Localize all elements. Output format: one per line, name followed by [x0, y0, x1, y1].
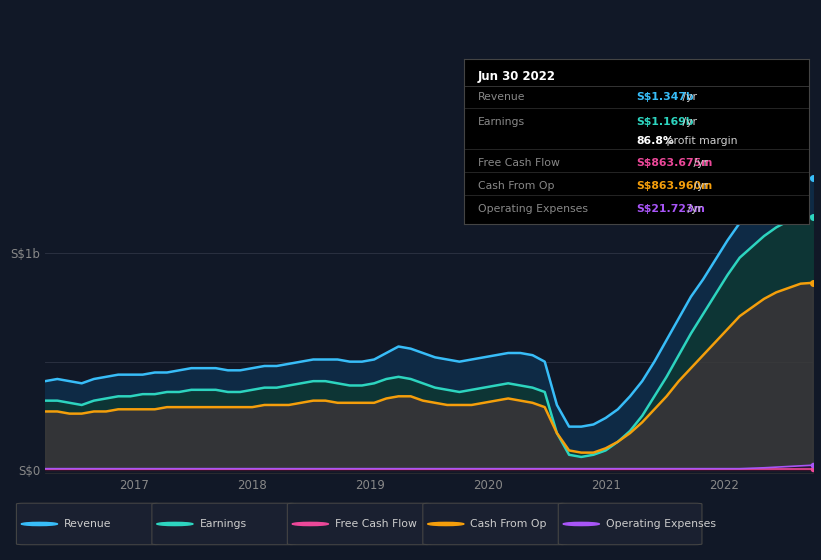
Text: Revenue: Revenue: [64, 519, 112, 529]
FancyBboxPatch shape: [423, 503, 566, 545]
Text: Jun 30 2022: Jun 30 2022: [478, 71, 556, 83]
Text: /yr: /yr: [690, 158, 708, 168]
Text: Earnings: Earnings: [200, 519, 246, 529]
Text: Cash From Op: Cash From Op: [478, 181, 554, 191]
FancyBboxPatch shape: [16, 503, 160, 545]
Text: Cash From Op: Cash From Op: [470, 519, 547, 529]
Text: Operating Expenses: Operating Expenses: [478, 204, 588, 214]
Text: S$21.723m: S$21.723m: [636, 204, 705, 214]
Circle shape: [428, 522, 464, 526]
Text: /yr: /yr: [679, 116, 697, 127]
Circle shape: [563, 522, 599, 526]
Text: /yr: /yr: [690, 181, 708, 191]
Text: /yr: /yr: [685, 204, 703, 214]
Text: Revenue: Revenue: [478, 92, 525, 102]
Text: /yr: /yr: [679, 92, 697, 102]
Text: S$1.347b: S$1.347b: [636, 92, 694, 102]
Text: profit margin: profit margin: [663, 136, 737, 146]
Text: 86.8%: 86.8%: [636, 136, 674, 146]
Text: S$863.675m: S$863.675m: [636, 158, 713, 168]
FancyBboxPatch shape: [558, 503, 702, 545]
Circle shape: [21, 522, 57, 526]
Text: Free Cash Flow: Free Cash Flow: [335, 519, 417, 529]
Text: Operating Expenses: Operating Expenses: [606, 519, 716, 529]
Text: Free Cash Flow: Free Cash Flow: [478, 158, 560, 168]
Circle shape: [157, 522, 193, 526]
FancyBboxPatch shape: [152, 503, 296, 545]
FancyBboxPatch shape: [287, 503, 431, 545]
Circle shape: [292, 522, 328, 526]
Text: S$863.960m: S$863.960m: [636, 181, 713, 191]
Text: Earnings: Earnings: [478, 116, 525, 127]
Text: S$1.169b: S$1.169b: [636, 116, 694, 127]
